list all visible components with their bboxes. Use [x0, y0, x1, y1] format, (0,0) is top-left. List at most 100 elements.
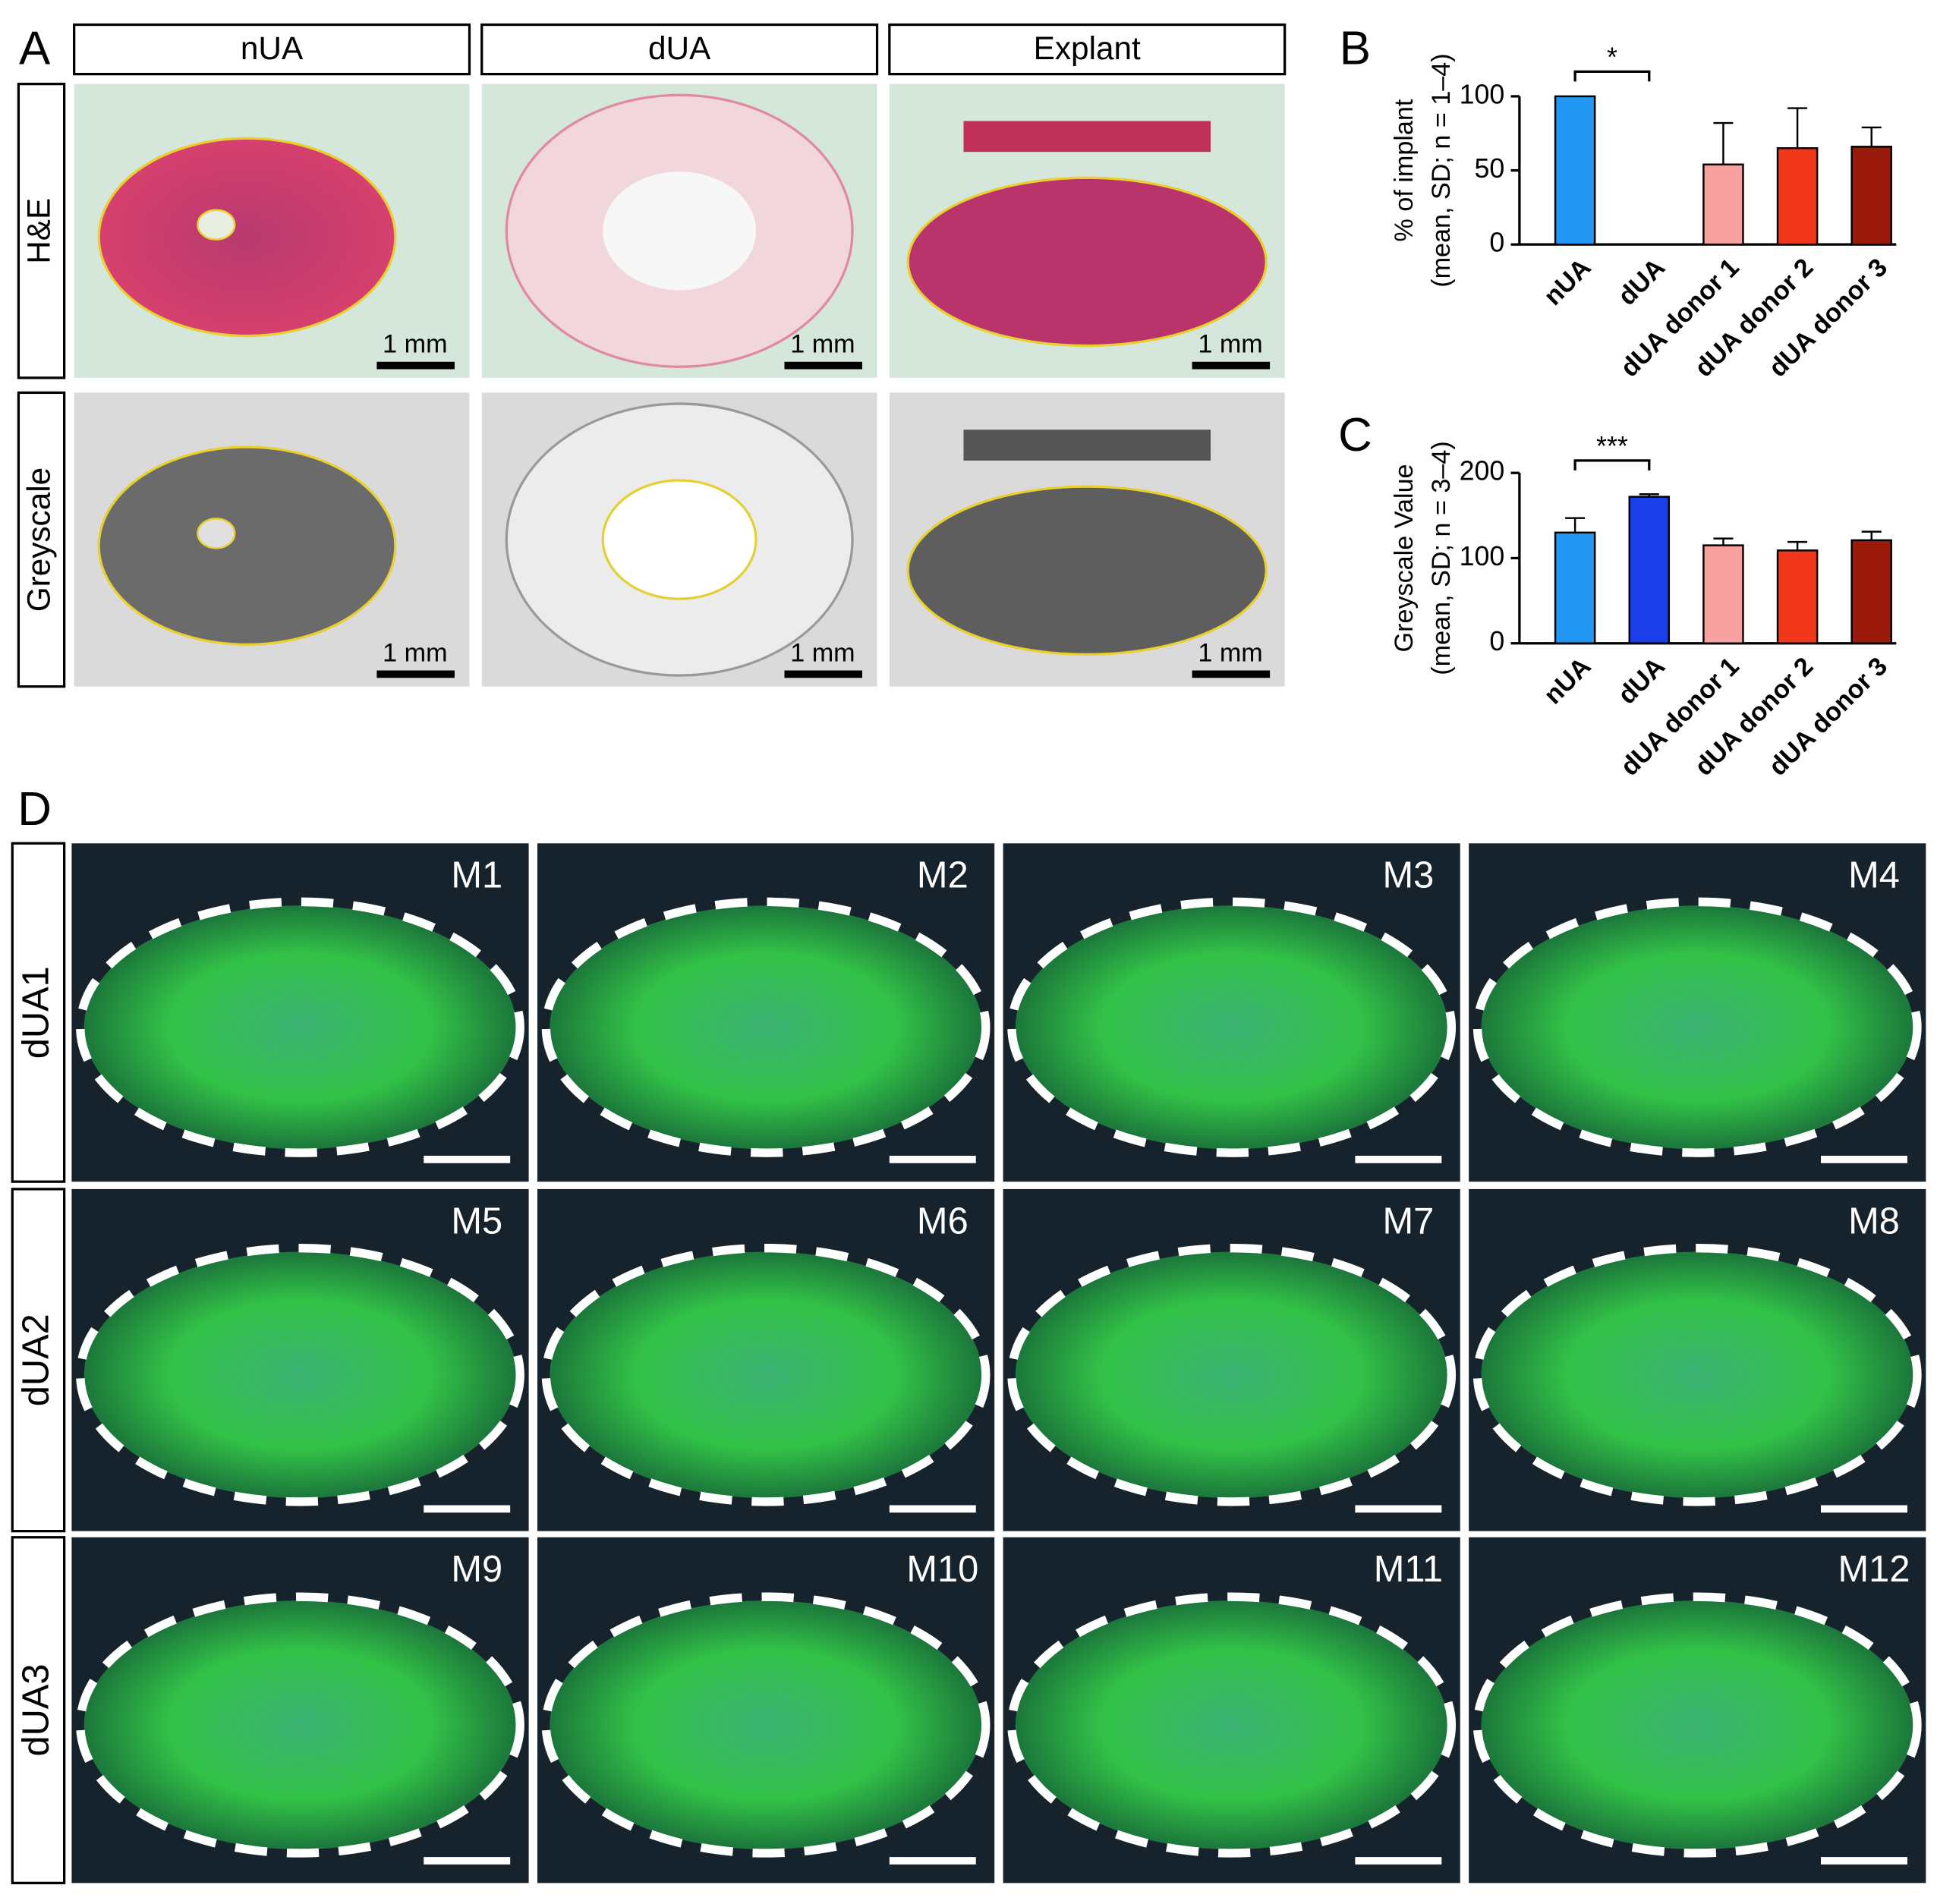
outline [541, 1243, 991, 1506]
outline [1472, 1243, 1922, 1506]
bar [1628, 496, 1671, 644]
outline [541, 897, 991, 1157]
row-label-box [17, 391, 66, 688]
row-label-box [11, 1188, 66, 1533]
y-axis-label: (mean, SD; n = 3–4) [1427, 441, 1456, 675]
scale-bar-label: 1 mm [1198, 638, 1262, 667]
tissue [550, 1251, 982, 1499]
panel-letter: C [1338, 409, 1372, 461]
row-label: dUA3 [15, 1664, 56, 1757]
row-label: Greyscale [21, 467, 57, 612]
image-label: M6 [917, 1201, 968, 1242]
lumen [197, 518, 236, 549]
tissue [1481, 1600, 1914, 1850]
y-tick-label: 100 [1460, 541, 1505, 571]
row-label-box [17, 83, 66, 379]
tissue [906, 176, 1268, 348]
tissue [83, 905, 517, 1150]
outline [76, 897, 524, 1157]
outline [541, 1592, 991, 1858]
significance-bracket [1573, 70, 1651, 82]
tissue [83, 1251, 517, 1499]
tissue [1015, 905, 1448, 1150]
x-tick-label: nUA [1539, 652, 1597, 710]
image-label: M4 [1848, 855, 1900, 896]
bar [1776, 147, 1819, 246]
tissue [1481, 905, 1914, 1150]
bar [1554, 531, 1596, 644]
scale-bar-label: 1 mm [383, 330, 447, 359]
image-label: M1 [451, 855, 502, 896]
panel-letter: D [17, 783, 52, 836]
tissue-top [963, 430, 1211, 461]
row-label: dUA1 [15, 966, 56, 1059]
bar [1850, 146, 1893, 246]
outline [76, 1592, 524, 1858]
image-label: M3 [1383, 855, 1435, 896]
scale-bar-label: 1 mm [1198, 330, 1262, 359]
y-axis-label: % of implant [1390, 99, 1419, 241]
x-tick-label: dUA [1613, 253, 1671, 311]
x-tick-label: nUA [1539, 253, 1597, 311]
image-label: M5 [451, 1201, 502, 1242]
image-label: M11 [1374, 1549, 1443, 1590]
outline [1472, 897, 1922, 1157]
tissue [83, 1600, 517, 1850]
outline [76, 1243, 524, 1506]
bar [1850, 539, 1893, 644]
y-tick-label: 100 [1460, 79, 1505, 109]
bar [1702, 544, 1744, 644]
image-label: M10 [906, 1549, 978, 1590]
bar [1554, 95, 1596, 246]
tissue [1015, 1600, 1448, 1850]
significance-bracket [1573, 459, 1651, 470]
column-header: nUA [241, 30, 304, 66]
outline [1472, 1592, 1922, 1858]
scale-bar-label: 1 mm [790, 330, 855, 359]
outline [1007, 1243, 1457, 1506]
column-header-box [73, 23, 471, 76]
significance-label: * [1607, 42, 1617, 73]
y-tick-label: 0 [1489, 228, 1504, 258]
x-tick-label: dUA [1613, 652, 1671, 710]
tissue [97, 137, 397, 338]
tissue-top [963, 121, 1211, 153]
panel-letter: A [19, 23, 51, 75]
row-label-box [11, 842, 66, 1183]
tissue [550, 905, 982, 1150]
row-label: dUA2 [15, 1314, 56, 1406]
row-label: H&E [21, 198, 57, 264]
lumen [603, 172, 757, 291]
image-label: M7 [1383, 1201, 1435, 1242]
bar [1776, 549, 1819, 644]
outline [1007, 1592, 1457, 1858]
image-label: M9 [451, 1549, 502, 1590]
tissue [906, 485, 1268, 656]
lumen [197, 209, 236, 241]
row-label-box [11, 1536, 66, 1884]
tissue [1481, 1251, 1914, 1499]
y-tick-label: 0 [1489, 626, 1504, 656]
significance-label: *** [1596, 431, 1628, 461]
tissue [1015, 1251, 1448, 1499]
tissue [550, 1600, 982, 1850]
column-header: dUA [648, 30, 711, 66]
column-header-box [480, 23, 879, 76]
y-axis-label: (mean, SD; n = 1–4) [1427, 53, 1456, 287]
tissue [97, 445, 397, 646]
panel-letter: B [1340, 23, 1371, 75]
bar [1702, 163, 1744, 246]
image-label: M8 [1848, 1201, 1900, 1242]
outline [1007, 897, 1457, 1157]
image-label: M12 [1838, 1549, 1910, 1590]
y-tick-label: 200 [1460, 456, 1505, 486]
column-header: Explant [1034, 30, 1141, 66]
column-header-box [888, 23, 1287, 76]
y-tick-label: 50 [1475, 153, 1505, 184]
scale-bar-label: 1 mm [383, 638, 447, 667]
scale-bar-label: 1 mm [790, 638, 855, 667]
image-label: M2 [917, 855, 968, 896]
y-axis-label: Greyscale Value [1390, 464, 1419, 652]
lumen [601, 479, 757, 600]
